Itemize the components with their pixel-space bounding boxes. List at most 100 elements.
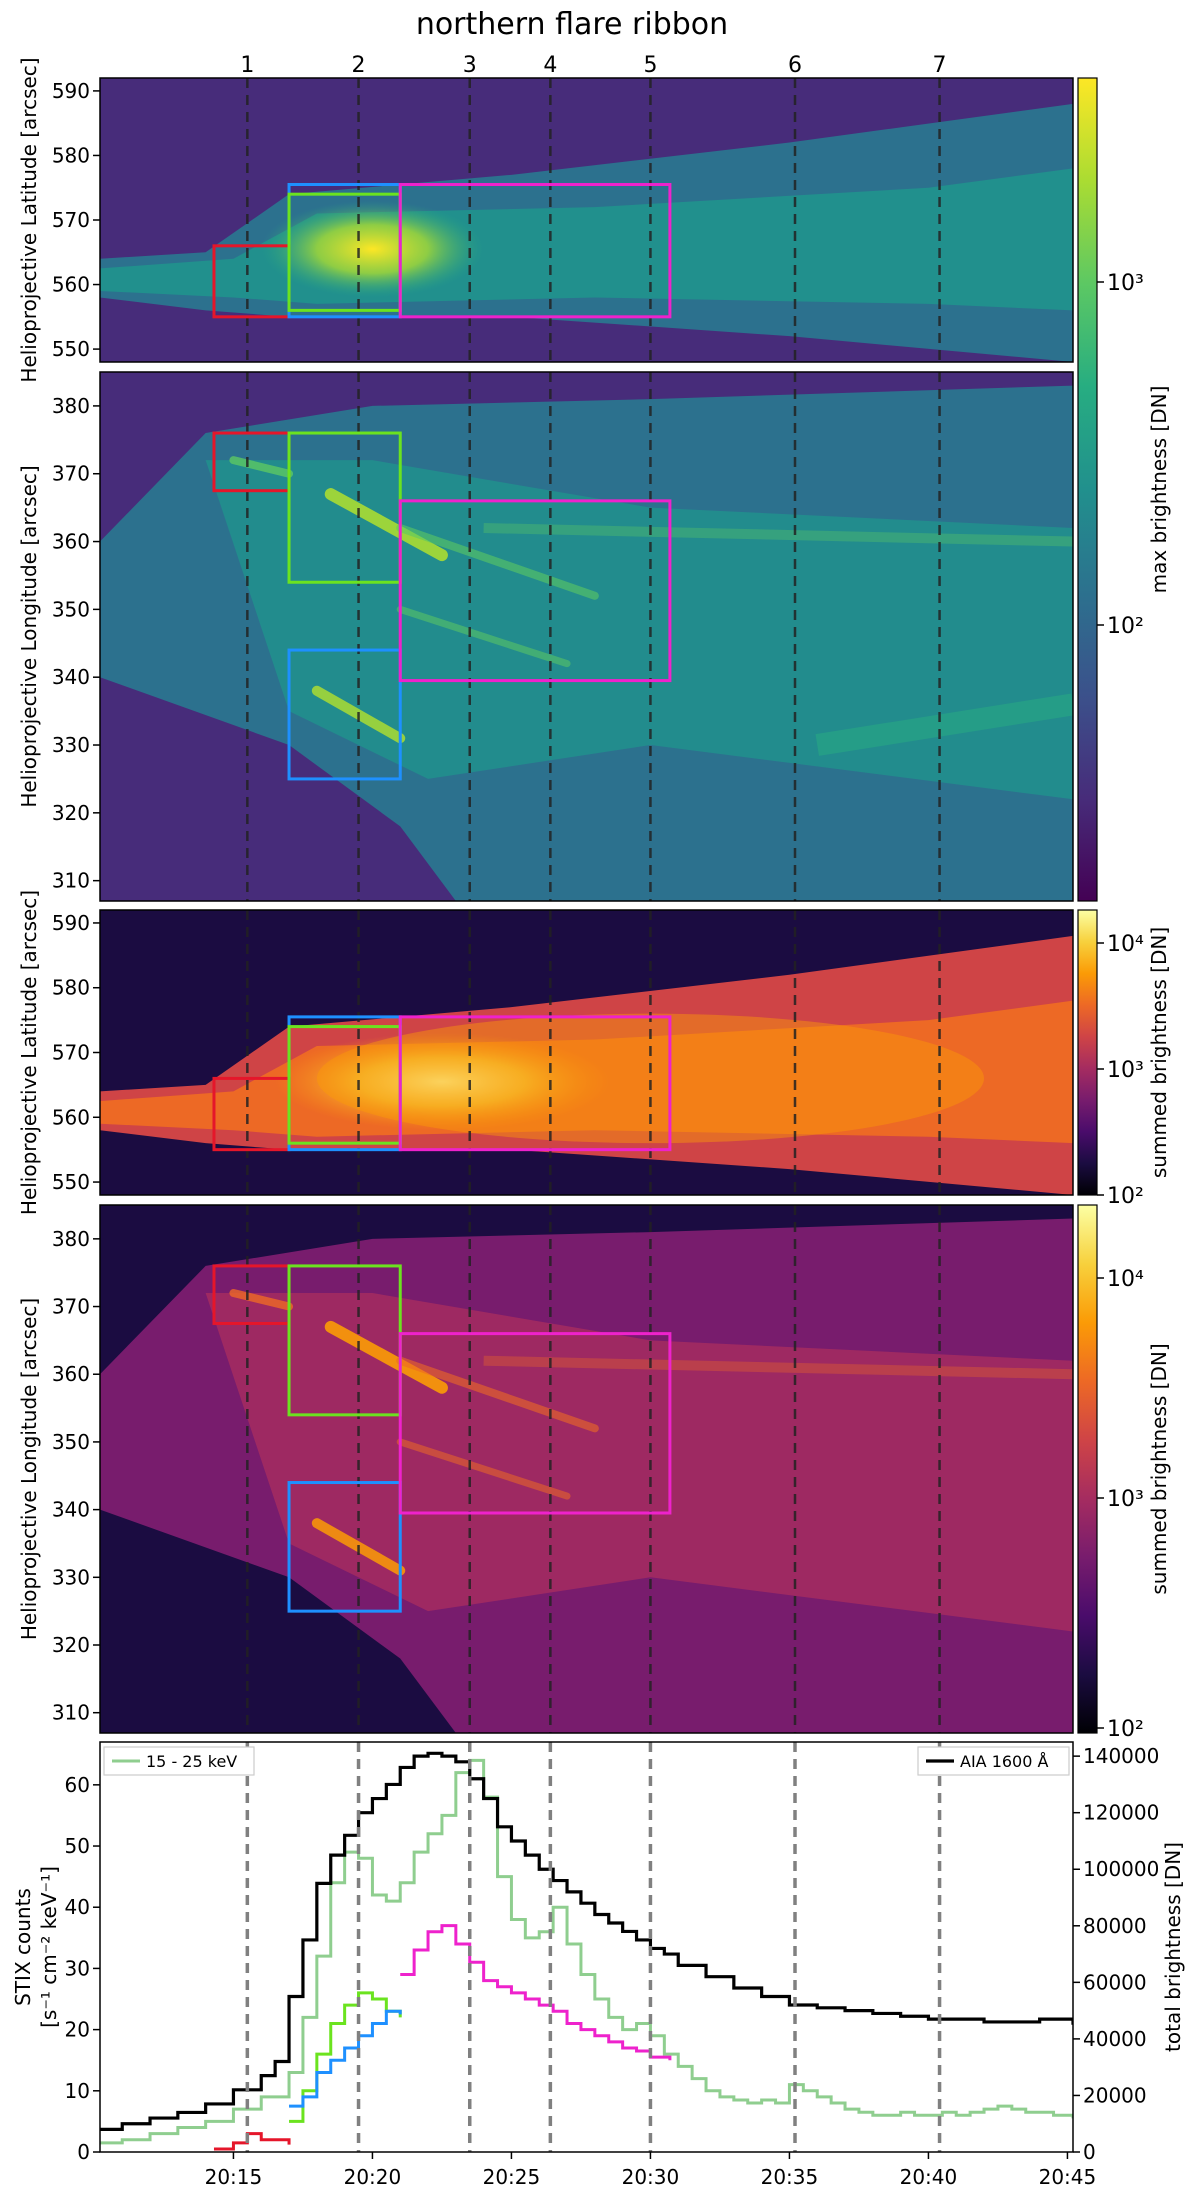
y-tick-label: 570 bbox=[52, 208, 90, 232]
y-tick-label: 380 bbox=[52, 1227, 90, 1251]
axes-frame bbox=[99, 1741, 1074, 2153]
time-marker-label: 2 bbox=[352, 53, 366, 78]
region-box-blue bbox=[287, 1481, 402, 1613]
figure-title: northern flare ribbon bbox=[416, 7, 728, 42]
y-axis-label: Helioprojective Latitude [arcsec] bbox=[17, 57, 41, 382]
axes-frame bbox=[99, 1204, 1074, 1734]
colorbar-tick-label: 10³ bbox=[1107, 1058, 1144, 1083]
y-axis-label: Helioprojective Longitude [arcsec] bbox=[17, 1298, 41, 1640]
y-tick-label-right: 20000 bbox=[1083, 2083, 1147, 2107]
time-marker-label: 1 bbox=[240, 53, 254, 78]
legend-right: AIA 1600 Å bbox=[917, 1746, 1070, 1776]
y-tick-label: 370 bbox=[52, 1295, 90, 1319]
colorbar-label: summed brightness [DN] bbox=[1147, 927, 1171, 1178]
y-tick-label: 330 bbox=[52, 1565, 90, 1589]
time-marker-label: 7 bbox=[933, 53, 947, 78]
y-tick-label: 380 bbox=[52, 394, 90, 418]
y-tick-label: 350 bbox=[52, 1430, 90, 1454]
heatmap-image bbox=[100, 1205, 1073, 1733]
y-tick-label-right: 0 bbox=[1083, 2140, 1096, 2164]
colorbar-summed-brightness-lon: 10⁴ 10³ 10² summed brightness [DN] bbox=[1077, 1204, 1171, 1742]
heatmap-image bbox=[100, 78, 1073, 362]
light-curves bbox=[100, 1751, 1073, 2151]
y-tick-label-right: 120000 bbox=[1083, 1801, 1159, 1825]
colorbar-gradient bbox=[1077, 77, 1098, 902]
y-axis-label-left-units: [s⁻¹ cm⁻² keV⁻¹] bbox=[37, 1866, 61, 2028]
y-tick-label: 330 bbox=[52, 733, 90, 757]
y-tick-label-right: 140000 bbox=[1083, 1744, 1159, 1768]
y-tick-label-left: 50 bbox=[65, 1834, 90, 1858]
y-tick-label-left: 20 bbox=[65, 2018, 90, 2042]
x-tick-label: 20:40 bbox=[900, 2165, 958, 2189]
y-tick-label-left: 30 bbox=[65, 1956, 90, 1980]
y-tick-label: 590 bbox=[52, 79, 90, 103]
x-tick-label: 20:25 bbox=[483, 2165, 541, 2189]
colorbar-tick-label: 10⁴ bbox=[1107, 932, 1144, 957]
region-box-blue bbox=[287, 648, 402, 781]
y-tick-label-left: 40 bbox=[65, 1895, 90, 1919]
time-marker-label: 3 bbox=[463, 53, 477, 78]
series-magenta bbox=[400, 1924, 672, 2061]
y-tick-label-left: 0 bbox=[77, 2140, 90, 2164]
time-marker-label: 6 bbox=[788, 53, 802, 78]
time-marker-label: 5 bbox=[643, 53, 657, 78]
heatmap-image bbox=[100, 910, 1073, 1195]
y-tick-label-right: 100000 bbox=[1083, 1857, 1159, 1881]
time-marker-label: 4 bbox=[543, 53, 557, 78]
series-15-25-kev bbox=[100, 1758, 1073, 2145]
colorbar-tick-label: 10³ bbox=[1107, 1487, 1144, 1512]
x-tick-label: 20:15 bbox=[205, 2165, 263, 2189]
colorbar-tick-label: 10² bbox=[1107, 614, 1144, 639]
series-blue bbox=[289, 2009, 402, 2108]
y-tick-label: 340 bbox=[52, 1498, 90, 1522]
y-tick-label: 580 bbox=[52, 143, 90, 167]
colorbar-tick-label: 10² bbox=[1107, 1184, 1144, 1209]
y-tick-label-right: 80000 bbox=[1083, 1914, 1147, 1938]
axes-layer: 550 560 570 580 590 Helioprojective Latitude … bbox=[11, 57, 1185, 2189]
y-tick-label-left: 60 bbox=[65, 1773, 90, 1797]
y-tick-label: 320 bbox=[52, 1633, 90, 1657]
legend-left: 15 - 25 keV bbox=[103, 1746, 255, 1776]
y-tick-label: 360 bbox=[52, 530, 90, 554]
y-tick-label: 550 bbox=[52, 337, 90, 361]
y-tick-label: 550 bbox=[52, 1170, 90, 1194]
x-tick-label: 20:20 bbox=[344, 2165, 402, 2189]
y-axis-label-right: total brightness [DN] bbox=[1161, 1842, 1185, 2052]
axes-frame bbox=[99, 371, 1074, 902]
y-tick-label: 570 bbox=[52, 1041, 90, 1065]
y-tick-label: 340 bbox=[52, 665, 90, 689]
y-tick-label: 560 bbox=[52, 1105, 90, 1129]
colorbar-tick-label: 10⁴ bbox=[1107, 1267, 1144, 1292]
y-tick-label: 370 bbox=[52, 462, 90, 486]
colorbar-tick-label: 10² bbox=[1107, 1717, 1144, 1742]
series-aia-1600- bbox=[100, 1751, 1073, 2131]
y-tick-label: 310 bbox=[52, 1701, 90, 1725]
legend-entry: AIA 1600 Å bbox=[960, 1752, 1049, 1771]
colorbar-gradient bbox=[1077, 1204, 1098, 1734]
y-axis-label: Helioprojective Latitude [arcsec] bbox=[17, 890, 41, 1215]
y-tick-label-right: 40000 bbox=[1083, 2027, 1147, 2051]
y-tick-label: 350 bbox=[52, 597, 90, 621]
y-tick-label: 310 bbox=[52, 869, 90, 893]
y-tick-label: 320 bbox=[52, 801, 90, 825]
colorbar-label: summed brightness [DN] bbox=[1147, 1343, 1171, 1594]
region-box-magenta bbox=[398, 1332, 672, 1515]
y-tick-label: 580 bbox=[52, 976, 90, 1000]
legend-entry: 15 - 25 keV bbox=[146, 1752, 237, 1771]
colorbar-tick-label: 10³ bbox=[1107, 271, 1144, 296]
overlay-layer: 1 2 3 4 5 6 7 bbox=[212, 53, 947, 2152]
region-box-magenta bbox=[398, 499, 672, 683]
region-box-magenta bbox=[398, 183, 672, 319]
y-axis-label-left: STIX counts bbox=[11, 1888, 35, 2006]
x-tick-label: 20:45 bbox=[1039, 2165, 1097, 2189]
x-tick-label: 20:30 bbox=[622, 2165, 680, 2189]
heatmap-layer bbox=[100, 78, 1073, 2152]
y-tick-label: 360 bbox=[52, 1362, 90, 1386]
y-tick-label-left: 10 bbox=[65, 2079, 90, 2103]
region-box-magenta bbox=[398, 1015, 672, 1152]
colorbar-label: max brightness [DN] bbox=[1147, 386, 1171, 594]
colorbar-gradient bbox=[1077, 909, 1098, 1196]
